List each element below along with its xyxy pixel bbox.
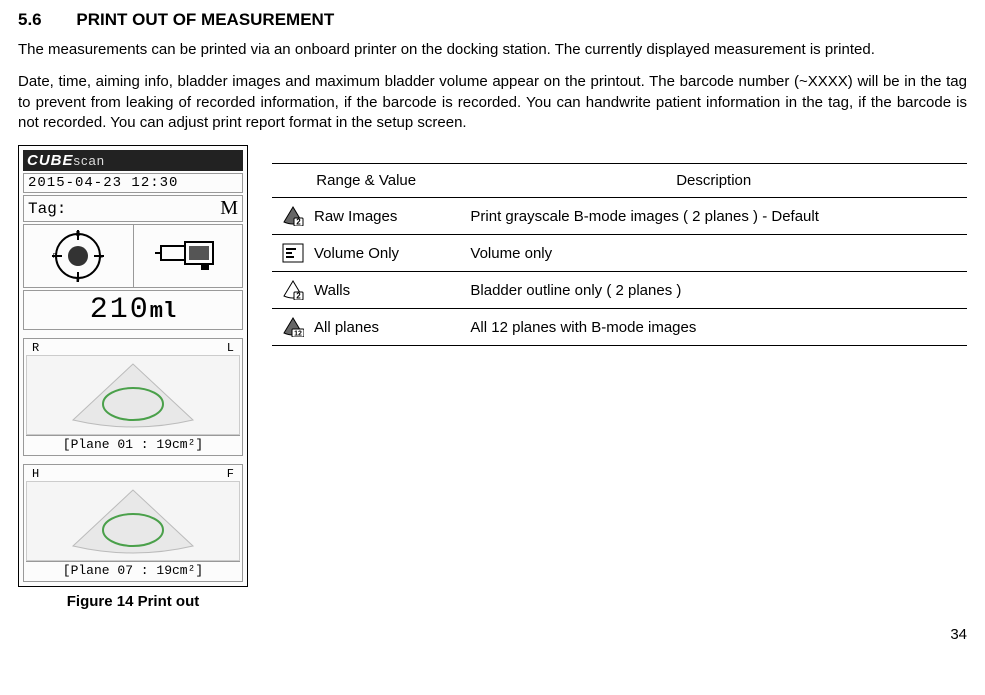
plane2-right: F	[227, 467, 234, 481]
volume-only-icon	[282, 243, 304, 263]
page-container: 5.6 PRINT OUT OF MEASUREMENT The measure…	[0, 0, 985, 620]
table-row: Volume Only Volume only	[272, 235, 967, 272]
option-label: All planes	[314, 319, 379, 336]
printout-plane-1: R L [Plane 01 : 19cm²]	[23, 338, 243, 456]
printout-sample: CUBEscan 2015-04-23 12:30 Tag: M	[18, 145, 248, 587]
options-table: Range & Value Description 2 Raw Images	[272, 163, 967, 346]
paragraph-2: Date, time, aiming info, bladder images …	[18, 72, 967, 133]
logo-sub: scan	[74, 153, 105, 168]
paragraph-1: The measurements can be printed via an o…	[18, 40, 967, 60]
option-description: Print grayscale B-mode images ( 2 planes…	[460, 198, 967, 235]
option-description: All 12 planes with B-mode images	[460, 309, 967, 346]
table-header-row: Range & Value Description	[272, 164, 967, 198]
option-label: Walls	[314, 282, 350, 299]
all-planes-icon: 12	[282, 317, 304, 337]
printout-datetime: 2015-04-23 12:30	[23, 173, 243, 193]
table-header-col2: Description	[460, 164, 967, 198]
plane2-left: H	[32, 467, 39, 481]
probe-icon	[153, 236, 223, 276]
badge-text: 12	[294, 331, 302, 338]
options-table-column: Range & Value Description 2 Raw Images	[272, 145, 967, 346]
plane1-right: L	[227, 341, 234, 355]
plane1-ultrasound-icon	[43, 360, 223, 430]
content-row: CUBEscan 2015-04-23 12:30 Tag: M	[18, 145, 967, 610]
table-row: 2 Walls Bladder outline only ( 2 planes …	[272, 272, 967, 309]
raw-images-icon: 2	[282, 206, 304, 226]
plane2-footer: [Plane 07 : 19cm²]	[26, 561, 240, 579]
section-heading: 5.6 PRINT OUT OF MEASUREMENT	[18, 10, 967, 30]
table-row: 12 All planes All 12 planes with B-mode …	[272, 309, 967, 346]
printout-volume-value: 210	[90, 293, 150, 327]
table-header-col1: Range & Value	[272, 164, 460, 198]
option-label: Raw Images	[314, 208, 397, 225]
aim-target-cell: H F R L	[24, 225, 134, 287]
svg-text:L: L	[99, 253, 103, 261]
plane2-ultrasound-icon	[43, 486, 223, 556]
printout-column: CUBEscan 2015-04-23 12:30 Tag: M	[18, 145, 248, 610]
printout-tag-value: M	[220, 197, 238, 220]
badge-text: 2	[296, 218, 301, 227]
table-row: 2 Raw Images Print grayscale B-mode imag…	[272, 198, 967, 235]
plane1-left: R	[32, 341, 39, 355]
svg-text:F: F	[76, 277, 80, 284]
svg-text:H: H	[76, 231, 80, 239]
printout-aim-row: H F R L	[23, 224, 243, 288]
plane1-header: R L	[26, 341, 240, 355]
logo-main: CUBE	[27, 152, 74, 169]
option-label: Volume Only	[314, 245, 399, 262]
section-number: 5.6	[18, 10, 42, 30]
page-number: 34	[0, 620, 985, 645]
plane2-header: H F	[26, 467, 240, 481]
option-description: Volume only	[460, 235, 967, 272]
printout-volume-unit: ml	[150, 299, 176, 324]
printout-logo: CUBEscan	[23, 150, 243, 171]
walls-icon: 2	[282, 280, 304, 300]
plane1-footer: [Plane 01 : 19cm²]	[26, 435, 240, 453]
option-description: Bladder outline only ( 2 planes )	[460, 272, 967, 309]
section-title: PRINT OUT OF MEASUREMENT	[76, 10, 334, 29]
printout-tag-label: Tag:	[28, 200, 66, 218]
plane2-image	[26, 481, 240, 561]
plane1-image	[26, 355, 240, 435]
printout-volume-row: 210ml	[23, 290, 243, 330]
aim-probe-cell	[134, 225, 243, 287]
aim-target-icon: H F R L	[50, 228, 106, 284]
printout-plane-2: H F [Plane 07 : 19cm²]	[23, 464, 243, 582]
badge-text: 2	[296, 292, 301, 301]
printout-tag-row: Tag: M	[23, 195, 243, 222]
figure-caption: Figure 14 Print out	[18, 593, 248, 610]
